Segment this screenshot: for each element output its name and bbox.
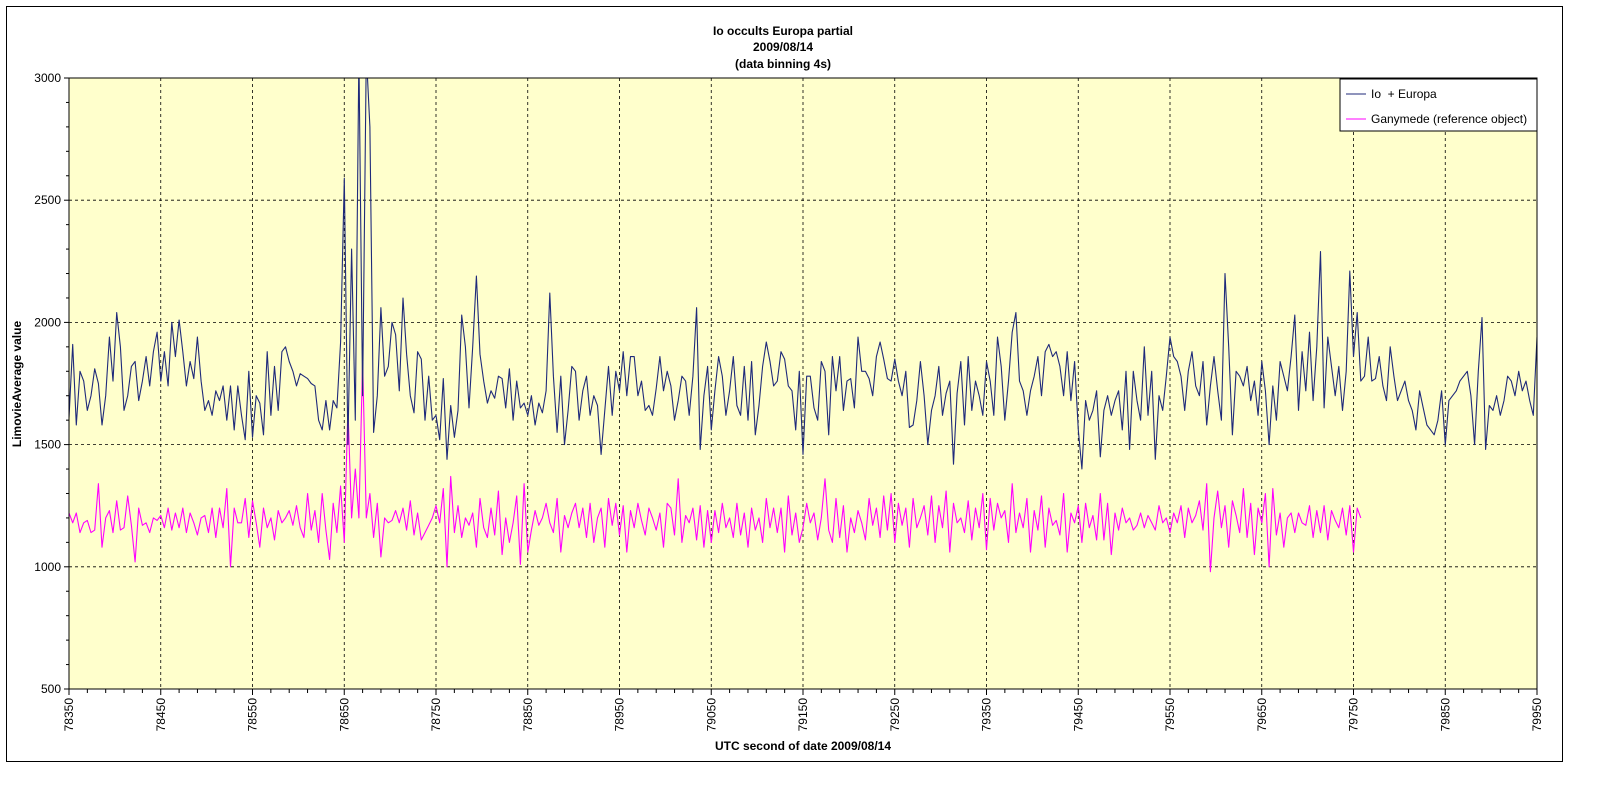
y-axis-label: LimovieAverage value [10,321,24,448]
y-tick-label: 2000 [34,315,61,329]
x-tick-label: 79650 [1255,698,1269,732]
legend-label-io-europa: Io + Europa [1371,87,1437,101]
chart-title: Io occults Europa partial 2009/08/14 (da… [713,24,853,71]
x-tick-label: 78650 [337,698,351,732]
legend-box [1339,78,1538,132]
x-tick-label: 78950 [613,698,627,732]
legend-label-ganymede: Ganymede (reference object) [1371,112,1527,126]
series-line-ganymede [69,360,1362,573]
x-tick-label: 79750 [1347,698,1361,732]
y-tick-label: 2500 [34,193,61,207]
chart-title-line-2: 2009/08/14 [753,40,813,54]
x-axis-label: UTC second of date 2009/08/14 [715,739,891,753]
y-tick-label: 1000 [34,560,61,574]
chart-title-line-1: Io occults Europa partial [713,24,853,38]
x-tick-label: 78750 [429,698,443,732]
x-tick-label: 79950 [1530,698,1544,732]
x-tick-label: 78350 [62,698,76,732]
x-tick-label: 79450 [1071,698,1085,732]
x-tick-label: 79250 [888,698,902,732]
y-tick-label: 3000 [34,71,61,85]
x-tick-label: 79850 [1438,698,1452,732]
x-tick-label: 79150 [796,698,810,732]
chart-title-line-3: (data binning 4s) [735,57,831,71]
x-tick-label: 78550 [246,698,260,732]
y-tick-label: 1500 [34,438,61,452]
x-tick-label: 79350 [980,698,994,732]
axes: 500 1000 1500 2000 2500 3000 78350 78450 78550 78… [34,71,1544,731]
chart-frame: Io occults Europa partial 2009/08/14 (da… [6,6,1563,762]
legend: Io + Europa Ganymede (reference object) [1339,78,1538,132]
x-tick-label: 78450 [154,698,168,732]
x-tick-label: 79550 [1163,698,1177,732]
plot-area [69,78,1537,689]
y-tick-label: 500 [41,682,61,696]
x-tick-label: 78850 [521,698,535,732]
series-layer [69,78,1537,573]
x-tick-label: 79050 [704,698,718,732]
line-chart: Io occults Europa partial 2009/08/14 (da… [10,24,1544,753]
series-line-io-europa [69,78,1537,470]
